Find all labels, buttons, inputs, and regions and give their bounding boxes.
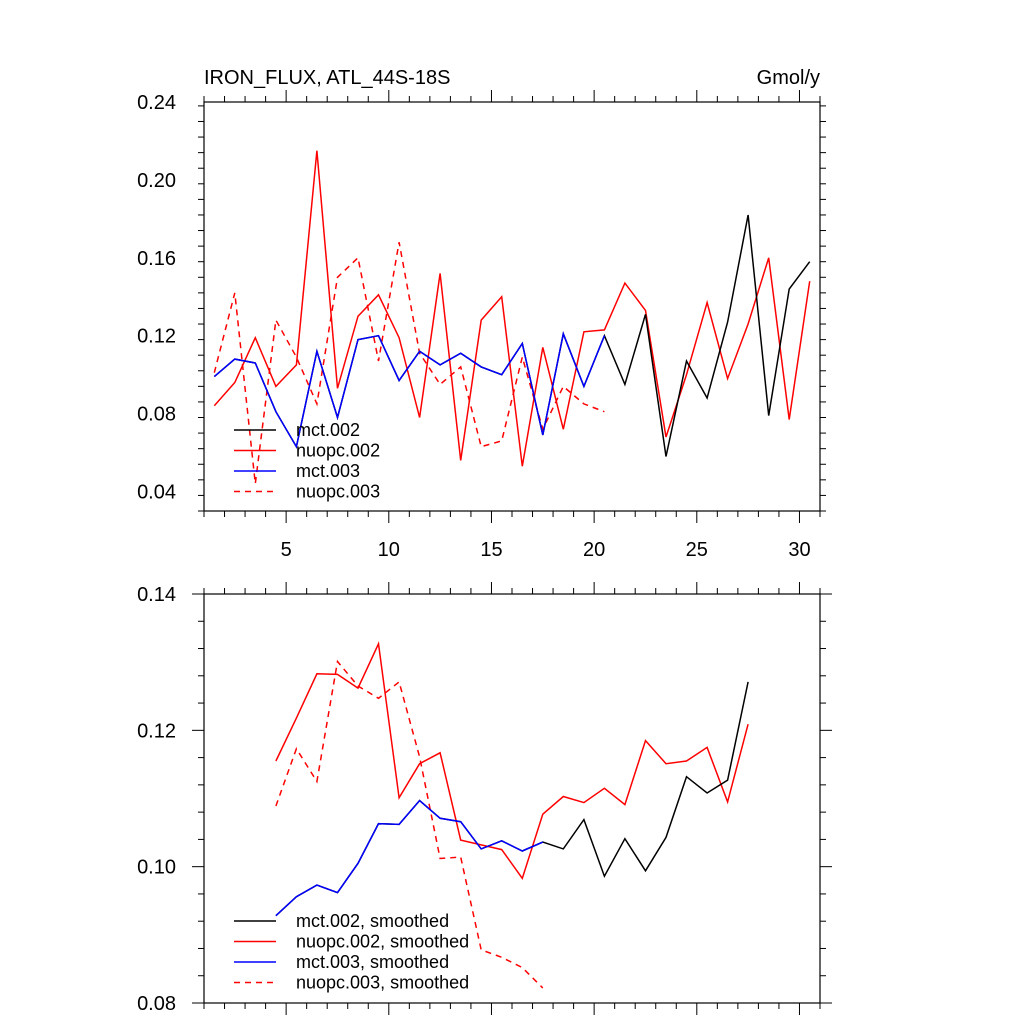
top-panel-units: Gmol/y xyxy=(757,67,820,89)
series-line-nuopc-003-smoothed xyxy=(275,659,544,989)
y-tick-label: 0.10 xyxy=(137,857,176,879)
top-y-tick-labels: 0.04 0.08 0.12 0.16 0.20 0.24 xyxy=(137,92,176,504)
series-line-nuopc-003 xyxy=(213,242,605,484)
bottom-axis-ticks xyxy=(192,582,832,1015)
y-tick-label: 0.12 xyxy=(137,326,176,348)
top-axis-ticks xyxy=(198,90,826,523)
y-tick-label: 0.08 xyxy=(137,404,176,426)
top-x-tick-labels: 5 10 15 20 25 30 xyxy=(281,539,811,561)
top-panel-title: IRON_FLUX, ATL_44S-18S xyxy=(204,67,450,89)
y-tick-label: 0.14 xyxy=(137,584,176,606)
bottom-panel: 0.080.100.120.14 mct.002, smoothednuopc.… xyxy=(137,582,832,1015)
series-line-nuopc-002-smoothed xyxy=(275,641,749,880)
top-panel: IRON_FLUX, ATL_44S-18S Gmol/y 5 10 15 20 25 3… xyxy=(137,67,826,561)
y-tick-label: 0.08 xyxy=(137,993,176,1015)
x-tick-label: 5 xyxy=(281,539,292,561)
series-line-mct-003 xyxy=(213,331,606,449)
legend-label: mct.002 xyxy=(296,420,360,440)
top-series-lines xyxy=(213,150,811,484)
series-line-mct-003-smoothed xyxy=(275,799,544,917)
legend-label: mct.003, smoothed xyxy=(296,952,449,972)
y-tick-label: 0.12 xyxy=(137,720,176,742)
y-tick-label: 0.24 xyxy=(137,92,176,114)
x-tick-label: 15 xyxy=(480,539,502,561)
y-tick-label: 0.16 xyxy=(137,248,176,270)
bottom-series-lines xyxy=(275,641,749,989)
legend-label: mct.003 xyxy=(296,461,360,481)
legend-label: mct.002, smoothed xyxy=(296,911,449,931)
legend-label: nuopc.003, smoothed xyxy=(296,973,469,993)
x-tick-label: 25 xyxy=(686,539,708,561)
legend-label: nuopc.002, smoothed xyxy=(296,932,469,952)
y-tick-label: 0.04 xyxy=(137,482,176,504)
x-tick-label: 30 xyxy=(788,539,810,561)
x-tick-label: 10 xyxy=(378,539,400,561)
x-tick-label: 20 xyxy=(583,539,605,561)
legend-label: nuopc.003 xyxy=(296,482,380,502)
bottom-y-tick-labels: 0.08 0.10 0.12 0.14 xyxy=(137,584,176,1015)
legend-label: nuopc.002 xyxy=(296,441,380,461)
y-tick-label: 0.20 xyxy=(137,170,176,192)
series-line-nuopc-002 xyxy=(213,150,811,467)
